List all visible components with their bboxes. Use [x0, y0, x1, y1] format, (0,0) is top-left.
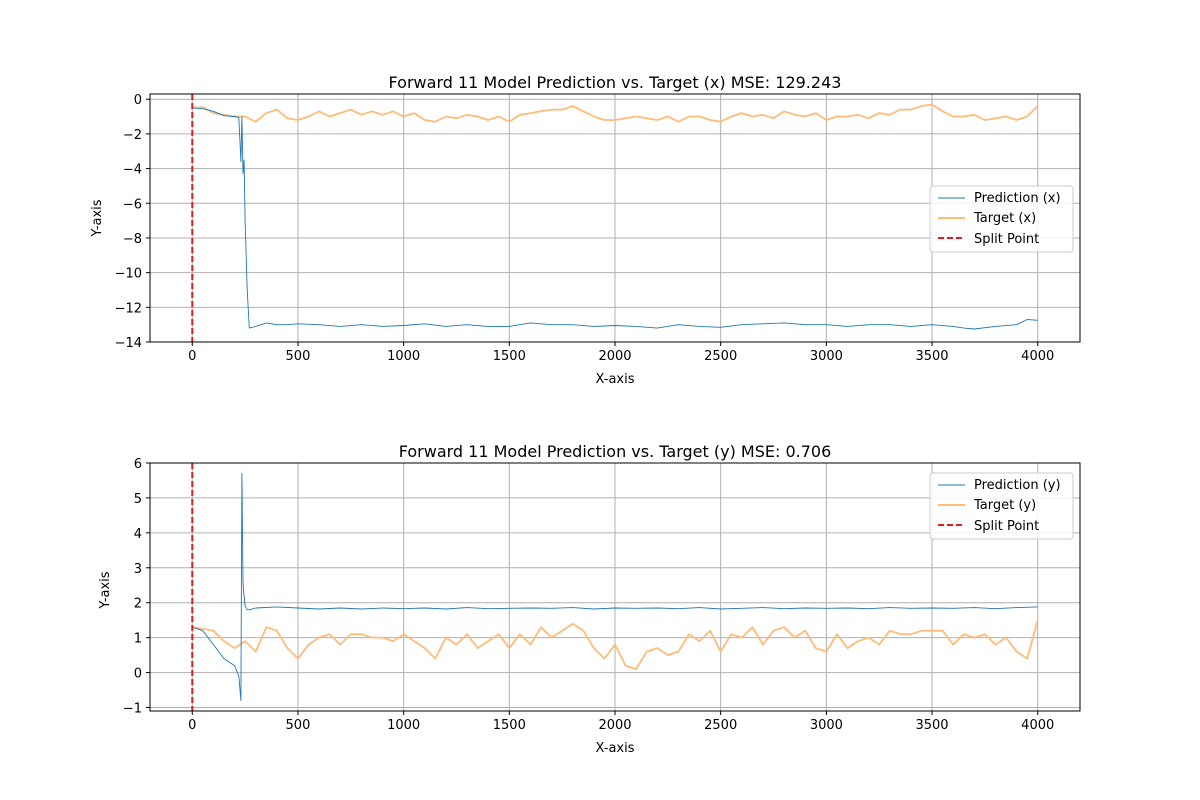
x-tick-label: 3000: [810, 349, 843, 364]
y-tick-label: 1: [134, 632, 142, 647]
x-tick-label: 1500: [493, 349, 526, 364]
x-tick-label: 1000: [387, 349, 420, 364]
y-tick-label: 3: [134, 562, 142, 577]
x-tick-label: 2500: [704, 718, 737, 733]
y-tick-label: −1: [123, 702, 142, 717]
x-tick-label: 4000: [1021, 718, 1054, 733]
y-tick-label: −12: [115, 301, 142, 316]
y-tick-label: −14: [115, 336, 142, 351]
x-tick-label: 0: [188, 349, 196, 364]
x-tick-label: 2000: [598, 718, 631, 733]
legend-label-target: Target (y): [973, 498, 1036, 513]
x-tick-label: 3000: [810, 718, 843, 733]
target-series-line: [192, 103, 1039, 123]
series-layer: [191, 94, 1039, 342]
target-series-line: [192, 619, 1039, 670]
legend-label-target: Target (x): [973, 211, 1036, 226]
y-tick-label: −8: [123, 232, 142, 247]
legend-label-split: Split Point: [974, 232, 1039, 247]
legend-box: [929, 185, 1074, 253]
y-ticks: 0 −2 −4 −6 −8 −10 −12 −14: [115, 93, 150, 351]
x-tick-label: 3500: [915, 349, 948, 364]
y-tick-label: −6: [123, 197, 142, 212]
x-axis-label: X-axis: [596, 741, 635, 756]
legend: Prediction (x) Target (x) Split Point: [929, 185, 1074, 253]
x-ticks: 0 500 1000 1500 2000 2500 3000 3500 4000: [188, 342, 1054, 364]
chart-title: Forward 11 Model Prediction vs. Target (…: [389, 73, 842, 92]
series-layer: [191, 463, 1039, 711]
y-tick-label: 0: [134, 93, 142, 108]
legend-label-prediction: Prediction (y): [974, 478, 1061, 493]
subplot-x: Forward 11 Model Prediction vs. Target (…: [90, 73, 1081, 387]
x-tick-label: 1500: [493, 718, 526, 733]
legend-label-prediction: Prediction (x): [974, 191, 1061, 206]
prediction-series-line: [192, 107, 1038, 330]
y-tick-label: −4: [123, 163, 142, 178]
legend-label-split: Split Point: [974, 519, 1039, 534]
x-tick-label: 1000: [387, 718, 420, 733]
y-axis-label: Y-axis: [98, 571, 113, 609]
y-tick-label: 4: [134, 527, 142, 542]
y-tick-label: 0: [134, 667, 142, 682]
x-tick-label: 2000: [598, 349, 631, 364]
legend-box: [929, 472, 1074, 540]
y-tick-label: −10: [115, 267, 142, 282]
prediction-series-line: [192, 473, 1038, 701]
subplot-y: Forward 11 Model Prediction vs. Target (…: [98, 442, 1081, 756]
x-tick-label: 4000: [1021, 349, 1054, 364]
x-axis-label: X-axis: [596, 372, 635, 387]
x-tick-label: 500: [286, 349, 311, 364]
x-tick-label: 0: [188, 718, 196, 733]
x-tick-label: 2500: [704, 349, 737, 364]
legend: Prediction (y) Target (y) Split Point: [929, 472, 1074, 540]
y-tick-label: −2: [123, 128, 142, 143]
y-tick-label: 6: [134, 457, 142, 472]
y-tick-label: 2: [134, 597, 142, 612]
x-tick-label: 3500: [915, 718, 948, 733]
x-tick-label: 500: [286, 718, 311, 733]
chart-title: Forward 11 Model Prediction vs. Target (…: [399, 442, 832, 461]
x-ticks: 0 500 1000 1500 2000 2500 3000 3500 4000: [188, 711, 1054, 733]
y-tick-label: 5: [134, 492, 142, 507]
y-axis-label: Y-axis: [90, 199, 105, 237]
y-ticks: −1 0 1 2 3 4 5 6: [123, 457, 150, 717]
